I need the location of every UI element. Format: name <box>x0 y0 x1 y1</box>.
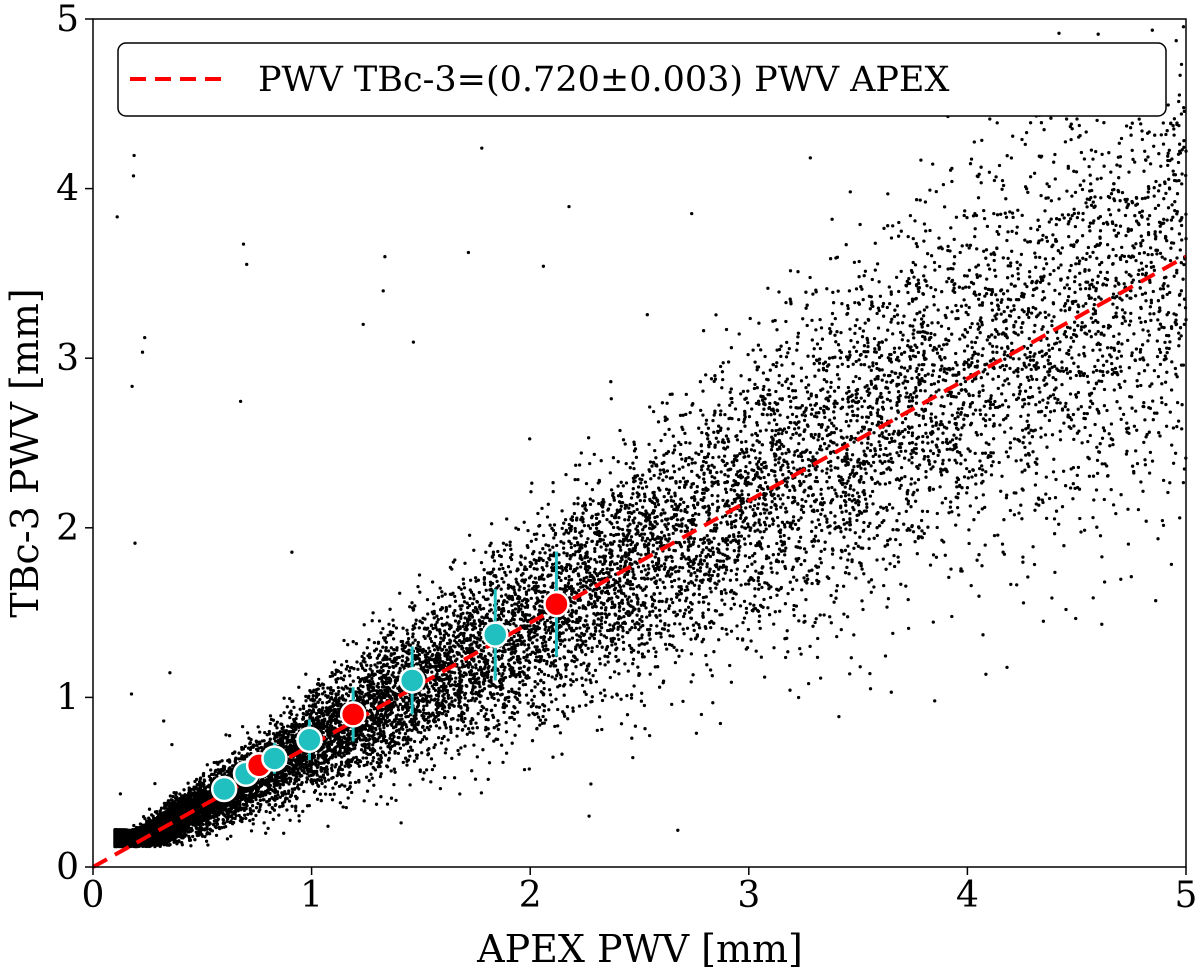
y-axis-label: TBc-3 PWV [mm] <box>3 288 47 618</box>
x-tick: 2 <box>519 867 542 916</box>
binned-marker <box>543 590 570 618</box>
x-tick: 5 <box>1175 867 1198 916</box>
scatter-cloud <box>113 25 1188 849</box>
y-axis-ticks: 0 1 2 3 4 5 <box>56 0 93 888</box>
legend-entry-label: PWV TBc-3=(0.720±0.003) PWV APEX <box>258 60 949 100</box>
y-tick: 4 <box>56 169 93 210</box>
binned-point <box>339 687 367 742</box>
x-axis-ticks: 0 1 2 3 4 5 <box>82 867 1198 916</box>
x-tick: 0 <box>82 867 105 916</box>
binned-point <box>296 719 323 761</box>
x-tick-label: 2 <box>519 875 542 916</box>
binned-point <box>261 743 288 774</box>
y-tick-label: 1 <box>56 677 79 718</box>
legend-box <box>117 42 1167 117</box>
binned-marker <box>398 667 426 694</box>
y-tick-label: 0 <box>56 847 79 888</box>
y-tick: 0 <box>56 847 93 888</box>
x-tick-label: 5 <box>1175 875 1198 916</box>
binned-points <box>210 551 570 803</box>
y-tick: 3 <box>56 338 93 379</box>
y-tick-label: 2 <box>56 508 79 549</box>
y-tick-label: 3 <box>56 338 79 379</box>
x-tick-label: 3 <box>737 875 760 916</box>
x-tick-label: 4 <box>956 875 979 916</box>
binned-marker <box>481 621 509 648</box>
scatter-dots <box>113 25 1188 849</box>
x-tick: 3 <box>737 867 760 916</box>
x-axis-label: APEX PWV [mm] <box>476 927 803 971</box>
y-tick: 5 <box>56 0 93 40</box>
binned-marker <box>210 775 238 803</box>
plot-frame <box>92 18 1187 868</box>
x-tick: 4 <box>956 867 979 916</box>
binned-marker <box>296 726 323 754</box>
y-tick-label: 4 <box>56 169 79 210</box>
binned-point <box>543 551 570 657</box>
y-tick: 1 <box>56 677 93 718</box>
binned-marker <box>261 745 288 772</box>
x-tick: 1 <box>300 867 323 916</box>
binned-point <box>210 775 238 803</box>
y-tick: 2 <box>56 508 93 549</box>
binned-marker <box>339 701 367 728</box>
binned-point <box>481 588 509 681</box>
x-tick-label: 1 <box>300 875 323 916</box>
x-tick-label: 0 <box>82 875 105 916</box>
binned-point <box>398 646 426 715</box>
y-tick-label: 5 <box>56 0 79 40</box>
legend: PWV TBc-3=(0.720±0.003) PWV APEX <box>117 42 1167 117</box>
